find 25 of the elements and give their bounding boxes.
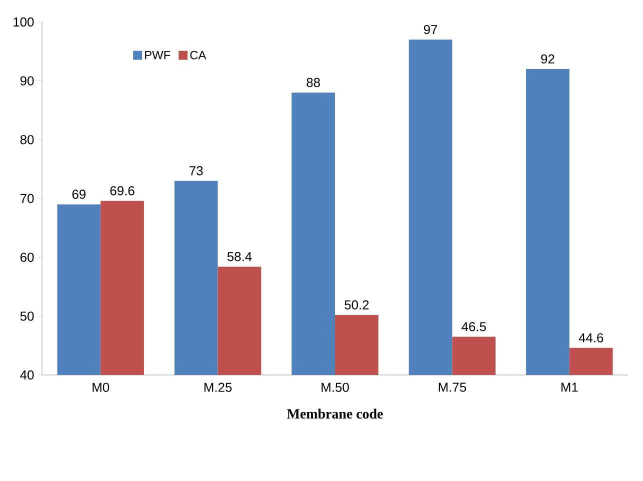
y-tick-label: 70 <box>20 194 34 204</box>
y-tick-label: 80 <box>20 135 34 144</box>
data-label: 92 <box>541 54 554 64</box>
y-tick-label: 40 <box>20 370 34 380</box>
y-tick-label: 100 <box>14 17 34 27</box>
data-label: 58.4 <box>227 252 252 262</box>
data-label: 69.6 <box>110 186 134 196</box>
data-label: 50.2 <box>344 300 369 310</box>
x-tick-label: M.75 <box>438 382 466 392</box>
data-label: 73 <box>190 166 203 176</box>
y-tick-label: 60 <box>20 252 34 262</box>
legend-label: PWF <box>145 50 170 60</box>
data-label: 88 <box>306 78 320 88</box>
x-axis-title: Membrane code <box>287 408 383 419</box>
legend-label: CA <box>190 50 206 60</box>
x-tick-label: M.50 <box>322 382 349 392</box>
y-tick-label: 90 <box>20 76 34 86</box>
x-tick-label: M.25 <box>204 382 232 392</box>
x-tick-label: M0 <box>92 382 110 392</box>
x-tick-label: M1 <box>561 382 578 392</box>
data-label: 46.5 <box>462 322 486 332</box>
y-tick-label: 50 <box>20 312 34 321</box>
data-label: 97 <box>424 24 438 34</box>
data-label: 69 <box>72 190 86 199</box>
data-label: 44.6 <box>578 333 604 342</box>
